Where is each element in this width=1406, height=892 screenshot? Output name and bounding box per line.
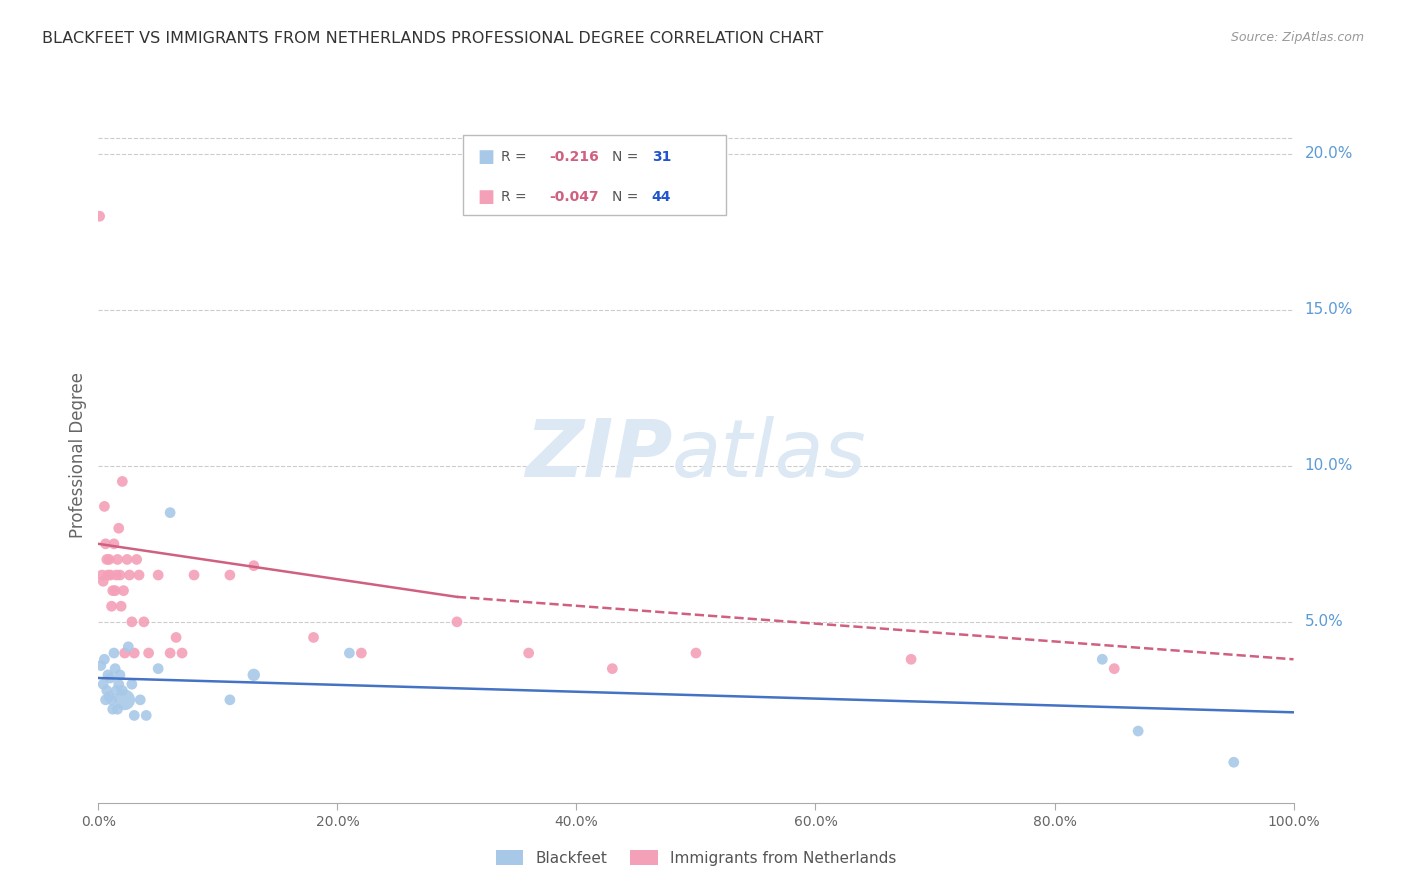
- Text: N =: N =: [612, 190, 643, 204]
- Text: 10.0%: 10.0%: [1305, 458, 1353, 474]
- Point: [125, 552, 148, 566]
- Point: [107, 677, 129, 691]
- Point: [1222, 756, 1246, 770]
- Text: 31: 31: [652, 150, 671, 164]
- Point: [105, 568, 128, 582]
- Point: [114, 646, 136, 660]
- Point: [243, 558, 266, 573]
- Point: [135, 708, 157, 723]
- Point: [115, 552, 138, 566]
- Point: [104, 662, 127, 676]
- Point: [117, 640, 139, 654]
- Point: [128, 568, 150, 582]
- Point: [121, 677, 143, 691]
- Point: [337, 646, 360, 660]
- Point: [103, 646, 125, 660]
- Point: [89, 209, 111, 223]
- Point: [98, 568, 122, 582]
- Point: [114, 693, 136, 707]
- Point: [93, 652, 115, 666]
- Point: [302, 631, 325, 645]
- Point: [183, 568, 205, 582]
- Point: [148, 568, 170, 582]
- Point: [101, 583, 124, 598]
- Point: [219, 568, 242, 582]
- Text: 15.0%: 15.0%: [1305, 302, 1353, 318]
- Point: [111, 475, 134, 489]
- Text: -0.216: -0.216: [548, 150, 599, 164]
- Point: [1128, 724, 1150, 739]
- Point: [108, 568, 131, 582]
- Point: [350, 646, 373, 660]
- Point: [98, 671, 122, 685]
- Point: [105, 683, 128, 698]
- Point: [107, 702, 129, 716]
- Point: [91, 568, 114, 582]
- Point: [107, 552, 129, 566]
- Point: [103, 537, 125, 551]
- Point: [159, 646, 181, 660]
- Point: [93, 500, 115, 514]
- Point: [132, 615, 155, 629]
- Text: atlas: atlas: [672, 416, 868, 494]
- Point: [91, 574, 114, 589]
- Point: [94, 537, 117, 551]
- Text: N =: N =: [612, 150, 643, 164]
- Point: [446, 615, 468, 629]
- Text: ■: ■: [477, 188, 495, 206]
- Point: [108, 668, 131, 682]
- Point: [97, 568, 120, 582]
- Point: [100, 693, 122, 707]
- Point: [98, 552, 121, 566]
- Text: 20.0%: 20.0%: [1305, 146, 1353, 161]
- Point: [100, 599, 122, 614]
- Text: 44: 44: [652, 190, 671, 204]
- Point: [124, 646, 146, 660]
- Point: [124, 708, 146, 723]
- Point: [165, 631, 187, 645]
- Point: [1091, 652, 1114, 666]
- Point: [97, 668, 120, 682]
- Point: [172, 646, 194, 660]
- Point: [104, 583, 127, 598]
- Point: [121, 615, 143, 629]
- Point: [98, 690, 121, 704]
- Text: ■: ■: [477, 148, 495, 166]
- Point: [138, 646, 160, 660]
- Point: [96, 683, 118, 698]
- Text: R =: R =: [501, 190, 531, 204]
- Point: [219, 693, 242, 707]
- Legend: Blackfeet, Immigrants from Netherlands: Blackfeet, Immigrants from Netherlands: [489, 844, 903, 871]
- Point: [91, 677, 114, 691]
- Point: [685, 646, 707, 660]
- Point: [110, 599, 132, 614]
- Point: [517, 646, 540, 660]
- Point: [107, 521, 129, 535]
- Text: BLACKFEET VS IMMIGRANTS FROM NETHERLANDS PROFESSIONAL DEGREE CORRELATION CHART: BLACKFEET VS IMMIGRANTS FROM NETHERLANDS…: [42, 31, 824, 46]
- Point: [159, 506, 181, 520]
- FancyBboxPatch shape: [463, 135, 725, 215]
- Point: [129, 693, 152, 707]
- Y-axis label: Professional Degree: Professional Degree: [69, 372, 87, 538]
- Text: R =: R =: [501, 150, 531, 164]
- Point: [112, 583, 135, 598]
- Point: [101, 702, 124, 716]
- Text: -0.047: -0.047: [548, 190, 599, 204]
- Point: [90, 658, 112, 673]
- Text: ZIP: ZIP: [524, 416, 672, 494]
- Point: [111, 683, 134, 698]
- Point: [900, 652, 922, 666]
- Point: [243, 668, 266, 682]
- Point: [1102, 662, 1125, 676]
- Text: Source: ZipAtlas.com: Source: ZipAtlas.com: [1230, 31, 1364, 45]
- Point: [94, 693, 117, 707]
- Point: [148, 662, 170, 676]
- Point: [600, 662, 623, 676]
- Text: 5.0%: 5.0%: [1305, 615, 1343, 630]
- Point: [118, 568, 141, 582]
- Point: [96, 552, 118, 566]
